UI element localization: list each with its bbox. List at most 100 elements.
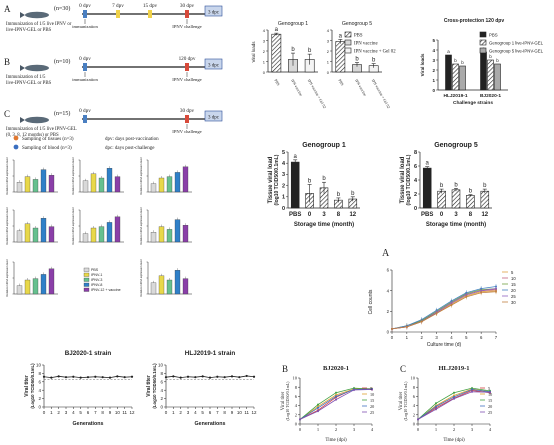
x-tick-label: 4 bbox=[450, 335, 453, 340]
category-label: IPN vaccine + Gel 02 bbox=[371, 79, 391, 110]
mini-bar bbox=[174, 172, 181, 193]
legend-swatch bbox=[83, 277, 90, 282]
x-tick-label: 10 bbox=[115, 410, 121, 415]
significance-letter: b bbox=[322, 176, 326, 182]
x-tick-label: 11 bbox=[122, 410, 127, 415]
legend-label: 25 bbox=[511, 294, 516, 299]
x-tick-label: 5 bbox=[201, 410, 204, 415]
y-tick-label: 3 bbox=[327, 38, 330, 43]
mini-bar bbox=[166, 176, 173, 193]
mini-y-label: Relative mRNA expression level bbox=[71, 157, 75, 194]
y-tick-label: 4 bbox=[160, 388, 163, 393]
significance-letter: b bbox=[454, 182, 458, 188]
bar-mark bbox=[445, 54, 452, 91]
x-tick-label: 10 bbox=[237, 410, 243, 415]
panel-letter: A bbox=[382, 248, 390, 259]
x-tick-label: 5 bbox=[79, 410, 82, 415]
legend-swatch bbox=[344, 47, 352, 54]
x-tick-label: 7 bbox=[216, 410, 219, 415]
legend-label: 15 bbox=[370, 398, 374, 403]
significance-letter: b bbox=[308, 48, 312, 54]
mini-bar bbox=[24, 223, 31, 243]
x-tick-label: 8 bbox=[101, 410, 104, 415]
category-label: 0 bbox=[308, 212, 312, 218]
mini-bar bbox=[166, 229, 173, 243]
timepoint-marker bbox=[83, 115, 87, 123]
x-tick-label: 2 bbox=[421, 335, 424, 340]
x-tick-label: 6 bbox=[480, 335, 483, 340]
x-tick-label: 1 bbox=[406, 335, 409, 340]
mini-y-label: Relative mRNA expression level bbox=[5, 259, 9, 296]
significance-letter: a bbox=[339, 33, 343, 39]
day-label: 30 dpv bbox=[180, 3, 195, 9]
challenge-label: IPNV challenge bbox=[172, 24, 201, 29]
x-tick-label: 3 bbox=[471, 427, 474, 432]
x-tick-label: 0 bbox=[417, 427, 420, 432]
mini-bar bbox=[106, 222, 113, 243]
y-tick-label: 6 bbox=[160, 379, 163, 384]
chart-title: Genogroup 1 bbox=[278, 21, 308, 27]
mini-y-label: Relative mRNA expression level bbox=[5, 157, 9, 194]
x-axis-label: Storage time (month) bbox=[294, 222, 354, 228]
tissue-sample-icon bbox=[13, 135, 19, 141]
x-tick-label: 0 bbox=[165, 410, 168, 415]
y-tick-label: 0 bbox=[160, 405, 163, 410]
y-tick-label: 2 bbox=[414, 192, 417, 198]
mini-bar bbox=[24, 176, 31, 193]
y-tick-label: 2 bbox=[295, 412, 297, 417]
x-tick-label: 4 bbox=[194, 410, 197, 415]
significance-letter: b bbox=[489, 54, 492, 59]
mini-bar bbox=[48, 175, 55, 193]
protocol-text: Immunization of 1/5 bbox=[6, 75, 46, 80]
fish-tail-icon bbox=[20, 65, 25, 71]
mini-bar bbox=[82, 233, 89, 243]
y-tick-label: 6 bbox=[295, 394, 298, 399]
timepoint-marker bbox=[116, 10, 120, 18]
line-chart-temp_hlj: 0 2 4 6 8 10 0 1 2 3 4 C HLJ2019-1 Time (dpi) Viral ti… bbox=[399, 364, 492, 443]
timepoint-marker bbox=[83, 10, 87, 18]
category-label: 8 bbox=[337, 212, 341, 218]
legend-label: IPNV-8 bbox=[91, 283, 102, 287]
mini-bar bbox=[158, 226, 165, 243]
x-tick-label: 0 bbox=[299, 427, 302, 432]
fish-icon bbox=[25, 116, 49, 124]
x-tick-label: 1 bbox=[172, 410, 175, 415]
small-legend: PBS IPN vaccine IPN vaccine + Gel 02 bbox=[344, 31, 396, 55]
dpc-box bbox=[204, 110, 223, 122]
x-tick-label: 1 bbox=[317, 427, 319, 432]
immune-grid: Relative mRNA expression level Relative m… bbox=[5, 157, 192, 296]
day-label: 7 dpv bbox=[112, 3, 124, 9]
y-tick-label: 10 bbox=[158, 363, 164, 368]
blood-sample-icon bbox=[13, 144, 19, 150]
bar-mark bbox=[290, 161, 300, 209]
y-axis-label: Cell counts bbox=[368, 289, 374, 314]
mini-bar bbox=[32, 179, 39, 193]
y-axis-sublabel: (log10 TCID50/0.1mL) bbox=[274, 154, 280, 205]
y-tick-label: 4 bbox=[38, 388, 41, 393]
y-axis-label: Viral loads bbox=[420, 53, 425, 76]
y-tick-label: 2 bbox=[38, 396, 41, 401]
x-axis-label: Challenge strains bbox=[453, 100, 493, 106]
y-axis-label: Viral titer bbox=[399, 391, 404, 410]
legend-label: 10 bbox=[511, 276, 516, 281]
legend-label: 5 bbox=[488, 386, 490, 391]
panel-letter: B bbox=[4, 57, 10, 67]
legend-label: 20 bbox=[511, 288, 516, 293]
x-tick-label: 1 bbox=[435, 427, 437, 432]
y-tick-label: 10 bbox=[36, 363, 42, 368]
significance-letter: a bbox=[275, 27, 279, 33]
x-tick-label: 4 bbox=[489, 427, 492, 432]
chart-title: Genogroup 1 bbox=[302, 142, 346, 149]
y-tick-label: 6 bbox=[413, 394, 416, 399]
y-tick-label: 2 bbox=[160, 396, 163, 401]
significance-letter: b bbox=[337, 192, 341, 198]
series-line bbox=[391, 290, 497, 330]
significance-letter: a bbox=[447, 49, 450, 54]
x-tick-label: 11 bbox=[244, 410, 249, 415]
bar-chart-gg1_small: 0 1 2 3 4 Genogroup 1a b b PBS IPN vaccine IPN vac… bbox=[263, 21, 327, 109]
mini-bar bbox=[16, 285, 23, 295]
x-tick-label: 12 bbox=[129, 410, 135, 415]
y-tick-label: 4 bbox=[327, 28, 330, 33]
